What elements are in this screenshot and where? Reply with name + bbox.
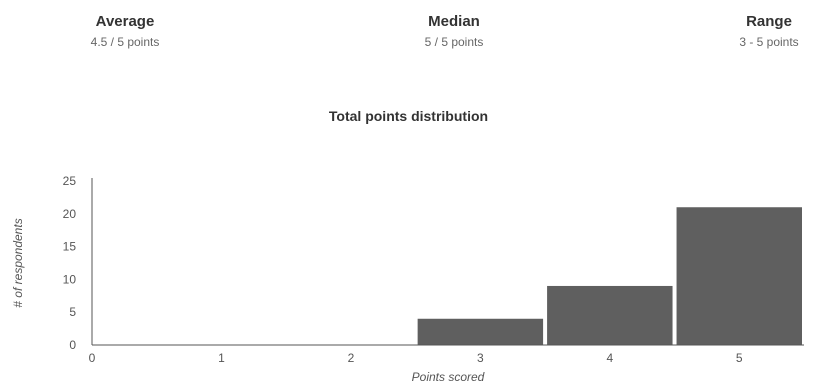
x-tick-label: 3 (477, 351, 484, 365)
bar (418, 319, 543, 345)
x-tick-label: 0 (89, 351, 96, 365)
y-tick-label: 5 (69, 305, 76, 319)
y-axis-ticks: 0 5 10 15 20 25 (63, 174, 77, 352)
y-tick-label: 0 (69, 338, 76, 352)
y-tick-label: 20 (63, 207, 77, 221)
x-tick-label: 1 (218, 351, 225, 365)
y-tick-label: 15 (63, 240, 77, 254)
x-tick-label: 5 (736, 351, 743, 365)
x-axis-ticks: 0 1 2 3 4 5 (89, 351, 743, 365)
x-tick-label: 2 (348, 351, 355, 365)
bar (547, 286, 672, 345)
y-tick-label: 10 (63, 272, 77, 286)
bars (418, 207, 802, 345)
y-axis-label: # of respondents (11, 218, 25, 307)
x-axis-label: Points scored (412, 370, 485, 384)
bar (677, 207, 802, 345)
y-tick-label: 25 (63, 174, 77, 188)
x-tick-label: 4 (606, 351, 613, 365)
